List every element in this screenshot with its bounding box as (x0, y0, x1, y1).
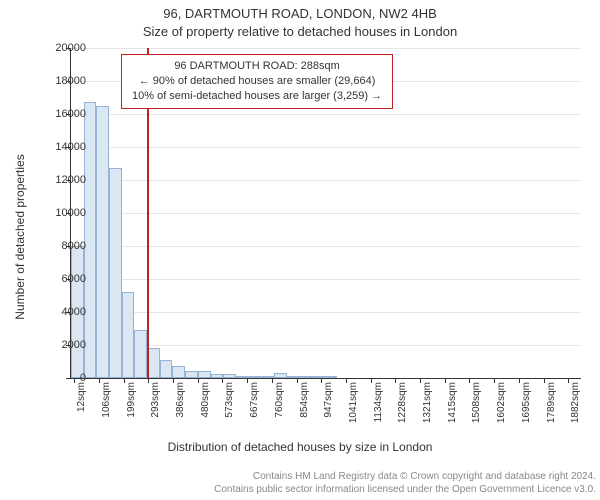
chart-container: 96, DARTMOUTH ROAD, LONDON, NW2 4HB Size… (0, 0, 600, 500)
xtick-label: 760sqm (274, 382, 285, 442)
histogram-bar (122, 292, 135, 378)
xtick-label: 1134sqm (373, 382, 384, 442)
xtick-mark (124, 378, 125, 383)
x-axis-label: Distribution of detached houses by size … (0, 440, 600, 454)
chart-title-line2: Size of property relative to detached ho… (0, 24, 600, 39)
xtick-label: 1321sqm (422, 382, 433, 442)
xtick-label: 573sqm (224, 382, 235, 442)
annotation-line2: ← 90% of detached houses are smaller (29… (132, 74, 382, 89)
xtick-label: 106sqm (101, 382, 112, 442)
xtick-label: 1228sqm (397, 382, 408, 442)
histogram-bar (172, 366, 185, 378)
chart-title-line1: 96, DARTMOUTH ROAD, LONDON, NW2 4HB (0, 6, 600, 21)
histogram-bar (198, 371, 211, 378)
histogram-bar (134, 330, 147, 378)
y-axis-label: Number of detached properties (13, 107, 27, 367)
xtick-mark (544, 378, 545, 383)
ytick-label: 8000 (41, 240, 86, 252)
histogram-bar (249, 376, 262, 378)
xtick-label: 947sqm (323, 382, 334, 442)
plot-area: 12sqm106sqm199sqm293sqm386sqm480sqm573sq… (70, 48, 581, 379)
histogram-bar (109, 168, 122, 378)
xtick-mark (247, 378, 248, 383)
xtick-mark (445, 378, 446, 383)
histogram-bar (299, 376, 312, 378)
ytick-label: 20000 (41, 42, 86, 54)
footer-attribution: Contains HM Land Registry data © Crown c… (0, 470, 600, 496)
ytick-label: 4000 (41, 306, 86, 318)
histogram-bar (325, 376, 338, 378)
xtick-label: 480sqm (200, 382, 211, 442)
ytick-label: 2000 (41, 339, 86, 351)
footer-line2: Contains public sector information licen… (0, 483, 596, 496)
footer-line1: Contains HM Land Registry data © Crown c… (0, 470, 596, 483)
histogram-bar (96, 106, 109, 378)
xtick-label: 293sqm (150, 382, 161, 442)
xtick-mark (297, 378, 298, 383)
ytick-label: 0 (41, 372, 86, 384)
histogram-bar (223, 374, 236, 378)
xtick-label: 1695sqm (521, 382, 532, 442)
histogram-bar (274, 373, 287, 378)
ytick-label: 12000 (41, 174, 86, 186)
xtick-label: 1882sqm (570, 382, 581, 442)
xtick-label: 199sqm (126, 382, 137, 442)
xtick-label: 1508sqm (471, 382, 482, 442)
xtick-label: 667sqm (249, 382, 260, 442)
xtick-label: 386sqm (175, 382, 186, 442)
xtick-label: 1789sqm (546, 382, 557, 442)
xtick-mark (99, 378, 100, 383)
ytick-label: 10000 (41, 207, 86, 219)
ytick-label: 18000 (41, 75, 86, 87)
xtick-mark (420, 378, 421, 383)
xtick-mark (198, 378, 199, 383)
ytick-label: 6000 (41, 273, 86, 285)
xtick-label: 1415sqm (447, 382, 458, 442)
annotation-box: 96 DARTMOUTH ROAD: 288sqm← 90% of detach… (121, 54, 393, 109)
xtick-mark (519, 378, 520, 383)
annotation-line1: 96 DARTMOUTH ROAD: 288sqm (132, 59, 382, 74)
histogram-bar (211, 374, 224, 378)
histogram-bar (185, 371, 198, 378)
xtick-mark (371, 378, 372, 383)
xtick-mark (173, 378, 174, 383)
xtick-label: 1602sqm (496, 382, 507, 442)
xtick-mark (346, 378, 347, 383)
ytick-label: 14000 (41, 141, 86, 153)
xtick-label: 854sqm (299, 382, 310, 442)
xtick-mark (272, 378, 273, 383)
xtick-label: 1041sqm (348, 382, 359, 442)
ytick-label: 16000 (41, 108, 86, 120)
annotation-line3: 10% of semi-detached houses are larger (… (132, 89, 382, 104)
histogram-bar (312, 376, 325, 378)
xtick-label: 12sqm (76, 382, 87, 442)
histogram-bar (160, 360, 173, 378)
